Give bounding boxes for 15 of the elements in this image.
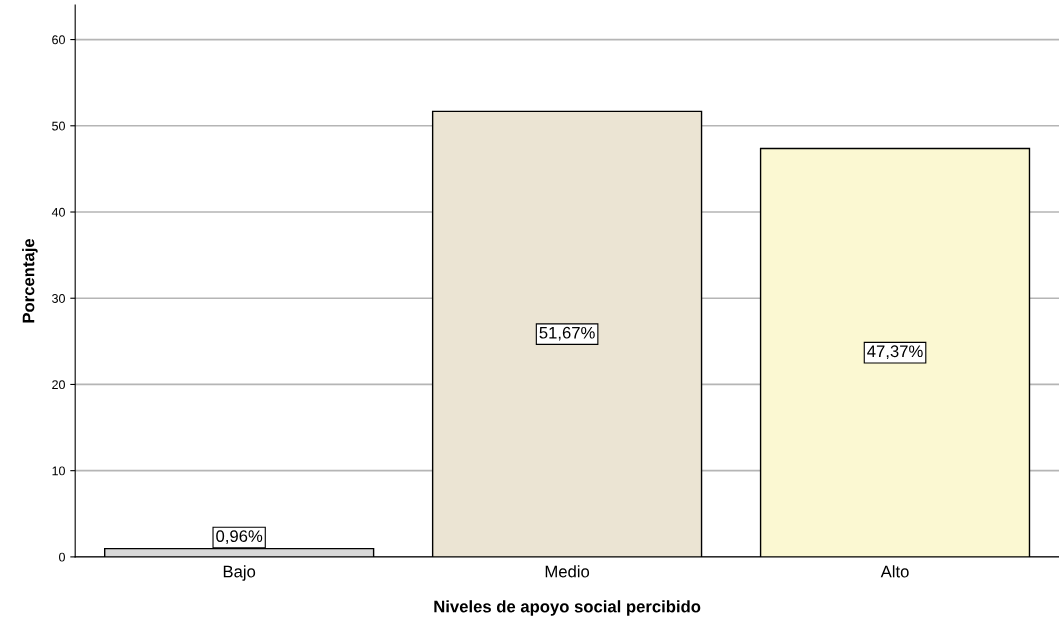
x-tick-label: Medio <box>545 565 590 578</box>
x-tick-label: Alto <box>880 565 909 578</box>
y-tick-label: 50 <box>52 121 65 131</box>
y-tick-label: 60 <box>52 35 65 45</box>
y-tick-label: 40 <box>51 207 65 217</box>
y-tick-label: 20 <box>52 380 65 390</box>
x-tick-label: Bajo <box>223 565 256 581</box>
y-tick-label: 30 <box>52 294 65 303</box>
data-label: 51,67% <box>539 326 595 341</box>
y-tick-label: 10 <box>52 466 65 476</box>
y-axis-title: Porcentaje <box>22 238 38 323</box>
y-tick-label: 0 <box>59 552 65 562</box>
x-axis-title: Niveles de apoyo social percibido <box>434 600 701 616</box>
data-label: 47,37% <box>867 345 923 360</box>
data-label: 0,96% <box>216 530 263 544</box>
